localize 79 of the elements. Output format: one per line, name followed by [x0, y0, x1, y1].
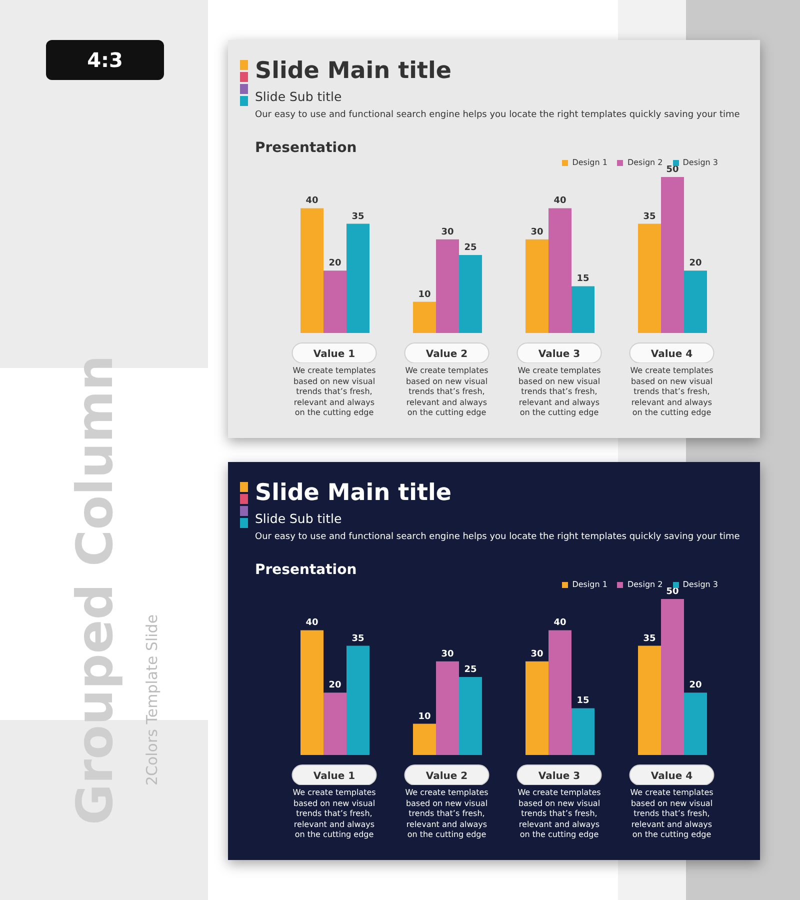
- data-label: 35: [352, 634, 364, 644]
- data-label: 25: [464, 665, 477, 675]
- bar: [548, 208, 572, 333]
- data-label: 10: [418, 712, 431, 722]
- text: 4:3: [46, 40, 164, 80]
- legend-label: Design 2: [627, 158, 663, 167]
- data-label: 30: [530, 227, 544, 238]
- data-label: 30: [441, 649, 454, 660]
- bar: [684, 270, 707, 333]
- text: We create templates based on new visual trends that’s fresh, relevant and always on the cutting edge: [404, 366, 490, 418]
- x-tick-label: Value 4: [650, 349, 693, 360]
- text: We create templates based on new visual trends that’s fresh, relevant and always on the cutting edge: [292, 366, 377, 418]
- data-label: 15: [576, 274, 590, 284]
- bar: [526, 239, 548, 333]
- legend-label: Design 3: [682, 580, 718, 589]
- x-tick-label: Value 2: [426, 349, 468, 360]
- bar: [436, 239, 459, 333]
- x-tick-label: Value 1: [313, 349, 356, 360]
- bar: [638, 646, 661, 755]
- x-tick-label: Value 3: [538, 771, 580, 782]
- bar: [661, 177, 684, 333]
- data-label: 25: [464, 243, 477, 253]
- bar: [324, 270, 346, 333]
- text: Our easy to use and functional search engine helps you locate the right templates quickly saving your time: [255, 110, 740, 120]
- bar: [346, 646, 370, 755]
- legend-label: Design 1: [572, 580, 608, 589]
- data-label: 40: [306, 618, 318, 628]
- chart-subtitle: Slide Sub title: [255, 89, 342, 104]
- data-label: 10: [418, 290, 431, 300]
- bar: [436, 661, 459, 755]
- bar: [684, 692, 707, 755]
- bar: [346, 224, 370, 333]
- data-label: 35: [352, 212, 364, 222]
- chart-subtitle: Slide Sub title: [255, 511, 342, 526]
- text: We create templates based on new visual trends that’s fresh, relevant and always on the cutting edge: [629, 788, 714, 840]
- text: We create templates based on new visual trends that’s fresh, relevant and always on the cutting edge: [292, 788, 377, 840]
- data-label: 40: [306, 196, 318, 206]
- bar: [413, 302, 436, 333]
- bar: [413, 724, 436, 755]
- bar: [548, 630, 572, 755]
- data-label: 20: [689, 258, 702, 269]
- legend-label: Design 1: [572, 158, 608, 167]
- bar: [638, 224, 661, 333]
- data-label: 35: [643, 212, 656, 222]
- data-label: 40: [554, 618, 566, 628]
- bar: [572, 708, 594, 755]
- text: We create templates based on new visual trends that’s fresh, relevant and always on the cutting edge: [516, 788, 602, 840]
- bar: [324, 692, 346, 755]
- data-label: 35: [643, 634, 656, 644]
- bar: [459, 255, 482, 333]
- data-label: 30: [441, 227, 454, 238]
- legend-label: Design 2: [627, 580, 663, 589]
- data-label: 20: [328, 258, 342, 269]
- text: Our easy to use and functional search engine helps you locate the right templates quickly saving your time: [255, 532, 740, 542]
- text: We create templates based on new visual trends that’s fresh, relevant and always on the cutting edge: [516, 366, 602, 418]
- data-label: 40: [554, 196, 566, 206]
- text: Presentation: [255, 140, 357, 156]
- data-label: 50: [666, 165, 679, 175]
- data-label: 50: [666, 587, 679, 597]
- x-tick-label: Value 1: [313, 771, 356, 782]
- bar: [661, 599, 684, 755]
- chart-title: Slide Main title: [255, 58, 452, 84]
- text: We create templates based on new visual trends that’s fresh, relevant and always on the cutting edge: [629, 366, 714, 418]
- text: Presentation: [255, 562, 357, 578]
- x-tick-label: Value 4: [650, 771, 693, 782]
- bar: [572, 286, 594, 333]
- legend-label: Design 3: [682, 158, 718, 167]
- chart-title: Slide Main title: [255, 480, 452, 506]
- bar: [300, 208, 324, 333]
- bar: [526, 661, 548, 755]
- x-tick-label: Value 3: [538, 349, 580, 360]
- bar: [459, 677, 482, 755]
- bar: [300, 630, 324, 755]
- data-label: 30: [530, 649, 544, 660]
- data-label: 15: [576, 696, 590, 706]
- x-tick-label: Value 2: [426, 771, 468, 782]
- text: We create templates based on new visual trends that’s fresh, relevant and always on the cutting edge: [404, 788, 490, 840]
- data-label: 20: [328, 680, 342, 691]
- data-label: 20: [689, 680, 702, 691]
